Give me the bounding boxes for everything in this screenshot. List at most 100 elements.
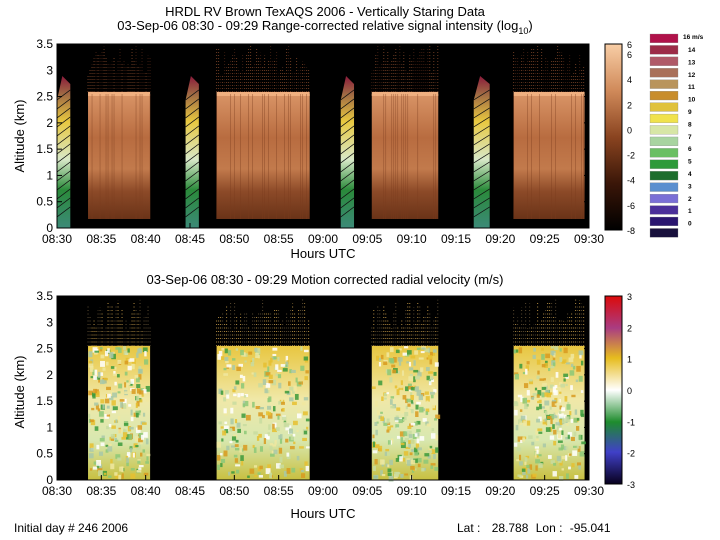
velocity-speckle [106, 386, 111, 391]
velocity-speckle [283, 421, 287, 428]
velocity-speckle [127, 348, 130, 353]
velocity-speckle [417, 447, 422, 451]
velocity-speckle [275, 373, 278, 377]
scan-line [340, 134, 355, 146]
velocity-speckle [252, 401, 255, 408]
velocity-speckle [578, 465, 581, 470]
velocity-speckle [420, 351, 425, 354]
velocity-speckle [402, 352, 407, 356]
y-tick-label: 2 [46, 116, 53, 130]
velocity-speckle [408, 376, 414, 382]
y-tick-label: 0 [46, 221, 53, 235]
scan-line [56, 188, 71, 200]
velocity-speckle [272, 428, 277, 433]
velocity-speckle [100, 419, 104, 423]
velocity-speckle [100, 354, 105, 359]
velocity-speckle [559, 427, 562, 431]
velocity-speckle [550, 460, 555, 464]
velocity-speckle [576, 365, 581, 372]
velocity-speckle [258, 433, 262, 438]
velocity-speckle [560, 396, 563, 402]
velocity-speckle [121, 473, 124, 479]
velocity-speckle [300, 365, 305, 371]
velocity-speckle [281, 408, 284, 412]
velocity-speckle [220, 453, 223, 456]
velocity-speckle [138, 374, 142, 380]
velocity-speckle [251, 372, 255, 375]
velocity-speckle [563, 446, 567, 451]
velocity-speckle [140, 452, 143, 457]
velocity-speckle [223, 425, 229, 432]
velocity-speckle [275, 427, 280, 431]
velocity-speckle [298, 382, 302, 385]
velocity-speckle [540, 406, 545, 409]
velocity-speckle [536, 375, 540, 380]
velocity-speckle [289, 386, 295, 391]
velocity-speckle [561, 430, 564, 436]
velocity-speckle [301, 402, 306, 406]
velocity-speckle [259, 465, 263, 470]
velocity-speckle [114, 437, 118, 440]
velocity-speckle [553, 390, 558, 396]
legend-label: 3 [688, 183, 692, 190]
velocity-speckle [395, 419, 399, 422]
velocity-speckle [572, 445, 578, 448]
x-tick-label: 09:15 [441, 484, 471, 498]
velocity-speckle [571, 463, 575, 468]
x-tick-label: 09:20 [485, 232, 515, 246]
velocity-speckle [130, 467, 135, 471]
velocity-speckle [269, 443, 274, 447]
velocity-speckle [520, 396, 524, 403]
velocity-speckle [237, 428, 241, 433]
velocity-speckle [284, 423, 290, 428]
velocity-speckle [418, 394, 423, 401]
velocity-speckle [292, 420, 298, 426]
velocity-speckle [266, 435, 270, 439]
velocity-speckle [391, 364, 396, 368]
velocity-speckle [416, 401, 421, 405]
scan-line [185, 98, 200, 110]
velocity-speckle [136, 400, 140, 407]
velocity-speckle [124, 391, 129, 395]
velocity-speckle [514, 349, 519, 353]
velocity-speckle [272, 353, 277, 357]
scan-line [473, 152, 490, 164]
velocity-speckle [380, 459, 385, 465]
velocity-speckle [400, 473, 404, 478]
velocity-speckle [516, 459, 520, 462]
velocity-speckle [396, 389, 400, 396]
velocity-speckle [559, 405, 562, 410]
velocity-speckle [259, 407, 264, 410]
scan-line [340, 107, 355, 119]
velocity-speckle [523, 383, 529, 389]
velocity-speckle [565, 383, 568, 387]
velocity-speckle [387, 464, 390, 468]
velocity-speckle [539, 378, 545, 381]
velocity-speckle [401, 454, 405, 460]
velocity-speckle [291, 369, 296, 373]
velocity-speckle [539, 403, 542, 410]
velocity-speckle [117, 391, 121, 394]
velocity-speckle [304, 376, 308, 381]
velocity-speckle [398, 387, 404, 391]
scan-line [56, 89, 71, 101]
velocity-speckle [229, 441, 233, 444]
velocity-speckle [429, 445, 433, 449]
velocity-speckle [435, 447, 439, 453]
velocity-speckle [138, 366, 142, 370]
x-tick-label: 08:55 [264, 232, 294, 246]
velocity-speckle [88, 453, 94, 459]
scan-line [340, 116, 355, 128]
velocity-speckle [374, 459, 378, 465]
velocity-speckle [430, 394, 434, 399]
y-tick-label: 3 [46, 63, 53, 77]
velocity-speckle [555, 372, 559, 378]
velocity-speckle [417, 463, 421, 468]
velocity-speckle [410, 394, 414, 401]
x-tick-label: 09:10 [397, 232, 427, 246]
velocity-speckle [117, 416, 121, 421]
velocity-speckle [220, 463, 223, 468]
velocity-speckle [105, 398, 110, 404]
velocity-speckle [524, 461, 527, 465]
